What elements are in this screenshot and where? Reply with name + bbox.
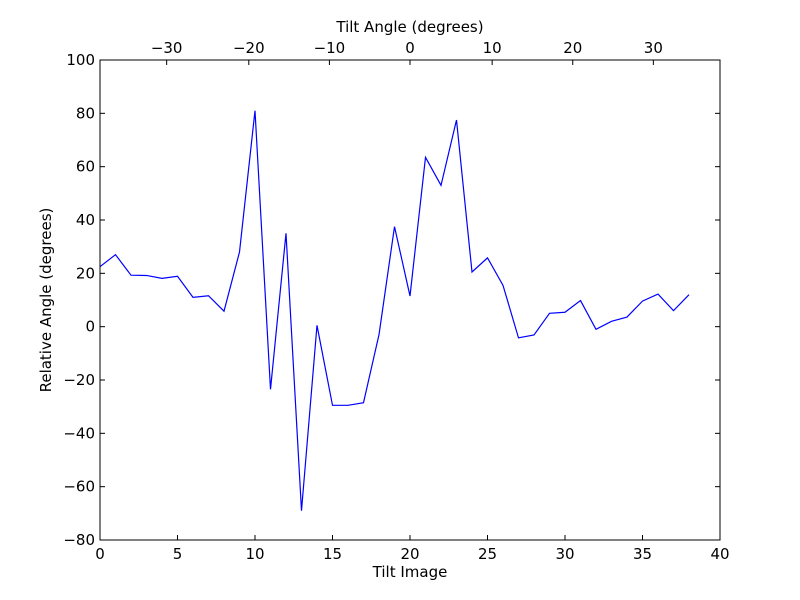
y-axis-label: Relative Angle (degrees)	[37, 208, 55, 393]
x-tick-label: 40	[710, 545, 729, 563]
y-tick-label: 100	[66, 51, 95, 69]
y-tick-label: 80	[76, 104, 95, 122]
top-x-tick-label: −30	[151, 39, 183, 57]
top-x-tick-label: 20	[563, 39, 582, 57]
x-axis-label: Tilt Image	[372, 563, 448, 581]
y-tick-label: 0	[85, 318, 95, 336]
y-tick-label: 60	[76, 158, 95, 176]
tick-layer: 0 5 10 15 20 25 30 35 40 −30 −20 −10 0 10 20 30 −80 −60 −4…	[63, 39, 729, 563]
top-x-tick-label: 10	[483, 39, 502, 57]
top-x-tick-label: 30	[644, 39, 663, 57]
y-tick-label: −20	[63, 371, 95, 389]
y-tick-label: 20	[76, 264, 95, 282]
y-tick-label: −40	[63, 424, 95, 442]
top-x-tick-label: 0	[405, 39, 415, 57]
y-tick-label: 40	[76, 211, 95, 229]
series-line	[99, 110, 690, 511]
x-tick-label: 35	[633, 545, 652, 563]
top-x-axis-label: Tilt Angle (degrees)	[335, 18, 483, 36]
x-tick-label: 10	[245, 545, 264, 563]
series-layer	[99, 110, 690, 511]
x-tick-label: 0	[95, 545, 105, 563]
y-tick-label: −80	[63, 531, 95, 549]
x-tick-label: 5	[173, 545, 183, 563]
x-tick-label: 30	[555, 545, 574, 563]
x-tick-label: 25	[478, 545, 497, 563]
x-tick-label: 15	[323, 545, 342, 563]
plot-frame	[99, 59, 721, 541]
top-x-tick-label: −10	[314, 39, 346, 57]
y-tick-label: −60	[63, 478, 95, 496]
x-tick-label: 20	[400, 545, 419, 563]
top-x-tick-label: −20	[233, 39, 265, 57]
